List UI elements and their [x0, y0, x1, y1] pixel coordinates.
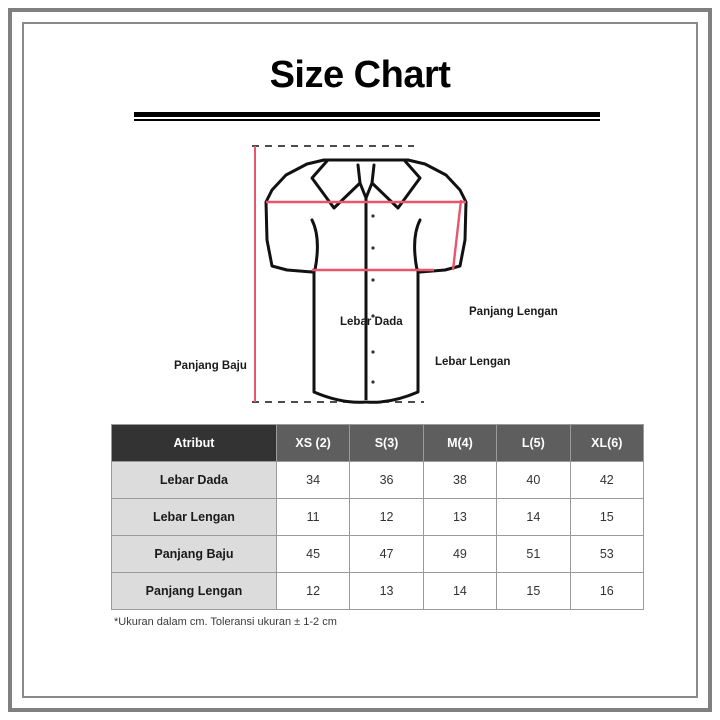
label-panjang-lengan: Panjang Lengan	[469, 306, 558, 318]
collar-stand	[358, 181, 374, 200]
cell-lebar-lengan-xl: 15	[569, 498, 645, 536]
cell-lebar-lengan-s: 12	[349, 498, 424, 536]
inner-frame: Size Chart	[22, 22, 698, 698]
divider-thin-line	[134, 119, 600, 121]
label-panjang-baju: Panjang Baju	[174, 360, 247, 372]
chart-canvas: Size Chart	[24, 24, 696, 696]
label-lebar-lengan: Lebar Lengan	[435, 356, 511, 368]
armhole-right	[413, 218, 422, 272]
cell-lebar-dada-s: 36	[349, 461, 424, 499]
button-4	[371, 314, 375, 318]
cell-panjang-baju-xl: 53	[569, 535, 645, 573]
column-header-s: S(3)	[349, 424, 424, 462]
column-header-attribute: Atribut	[111, 424, 277, 462]
cell-lebar-lengan-m: 13	[422, 498, 498, 536]
table-row: Panjang Lengan 12 13 14 15 16	[111, 572, 645, 610]
button-2	[371, 246, 375, 250]
table-row: Lebar Lengan 11 12 13 14 15	[111, 498, 645, 536]
collar-left	[310, 159, 362, 210]
cell-panjang-baju-l: 51	[496, 535, 571, 573]
button-5	[371, 350, 375, 354]
table-row: Lebar Dada 34 36 38 40 42	[111, 461, 645, 499]
button-6	[371, 380, 375, 384]
size-table-body: Lebar Dada 34 36 38 40 42 Lebar Lengan 1…	[111, 461, 645, 610]
row-label-panjang-lengan: Panjang Lengan	[111, 572, 277, 610]
column-header-xl: XL(6)	[569, 424, 645, 462]
button-1	[371, 214, 375, 218]
cell-panjang-lengan-xs: 12	[275, 572, 351, 610]
row-label-lebar-lengan: Lebar Lengan	[111, 498, 277, 536]
cell-lebar-dada-m: 38	[422, 461, 498, 499]
label-lebar-dada: Lebar Dada	[340, 316, 403, 328]
size-table-head: Atribut XS (2) S(3) M(4) L(5) XL(6)	[111, 424, 645, 462]
title-divider	[134, 112, 600, 121]
shirt-left-body	[312, 268, 368, 404]
cell-panjang-lengan-s: 13	[349, 572, 424, 610]
shirt-illustration-svg	[252, 145, 468, 404]
cell-panjang-lengan-l: 15	[496, 572, 571, 610]
table-row: Panjang Baju 45 47 49 51 53	[111, 535, 645, 573]
row-label-lebar-dada: Lebar Dada	[111, 461, 277, 499]
cell-lebar-dada-l: 40	[496, 461, 571, 499]
cell-lebar-dada-xl: 42	[569, 461, 645, 499]
shirt-left-sleeve	[264, 158, 326, 274]
outer-frame: Size Chart	[8, 8, 712, 712]
column-header-xs: XS (2)	[275, 424, 351, 462]
cell-lebar-dada-xs: 34	[275, 461, 351, 499]
size-table: Atribut XS (2) S(3) M(4) L(5) XL(6) Leba…	[111, 424, 645, 610]
page-title: Size Chart	[269, 54, 451, 96]
size-table-wrapper: Atribut XS (2) S(3) M(4) L(5) XL(6) Leba…	[111, 424, 645, 610]
cell-panjang-baju-xs: 45	[275, 535, 351, 573]
collar-right	[370, 159, 422, 210]
table-header-row: Atribut XS (2) S(3) M(4) L(5) XL(6)	[111, 424, 645, 462]
cell-panjang-lengan-m: 14	[422, 572, 498, 610]
measure-line-panjang-lengan	[451, 199, 463, 271]
button-3	[371, 278, 375, 282]
footnote-text: *Ukuran dalam cm. Toleransi ukuran ± 1-2…	[114, 616, 337, 628]
column-header-l: L(5)	[496, 424, 571, 462]
shirt-right-sleeve	[406, 158, 468, 274]
cell-panjang-baju-s: 47	[349, 535, 424, 573]
divider-thick-line	[134, 112, 600, 117]
row-label-panjang-baju: Panjang Baju	[111, 535, 277, 573]
armhole-left	[310, 218, 319, 272]
cell-panjang-lengan-xl: 16	[569, 572, 645, 610]
divider-gap	[134, 117, 600, 119]
cell-lebar-lengan-l: 14	[496, 498, 571, 536]
shirt-right-body	[364, 268, 420, 404]
cell-panjang-baju-m: 49	[422, 535, 498, 573]
cell-lebar-lengan-xs: 11	[275, 498, 351, 536]
shirt-diagram: Panjang Baju Lebar Dada Panjang Lengan L…	[24, 120, 696, 410]
column-header-m: M(4)	[422, 424, 498, 462]
